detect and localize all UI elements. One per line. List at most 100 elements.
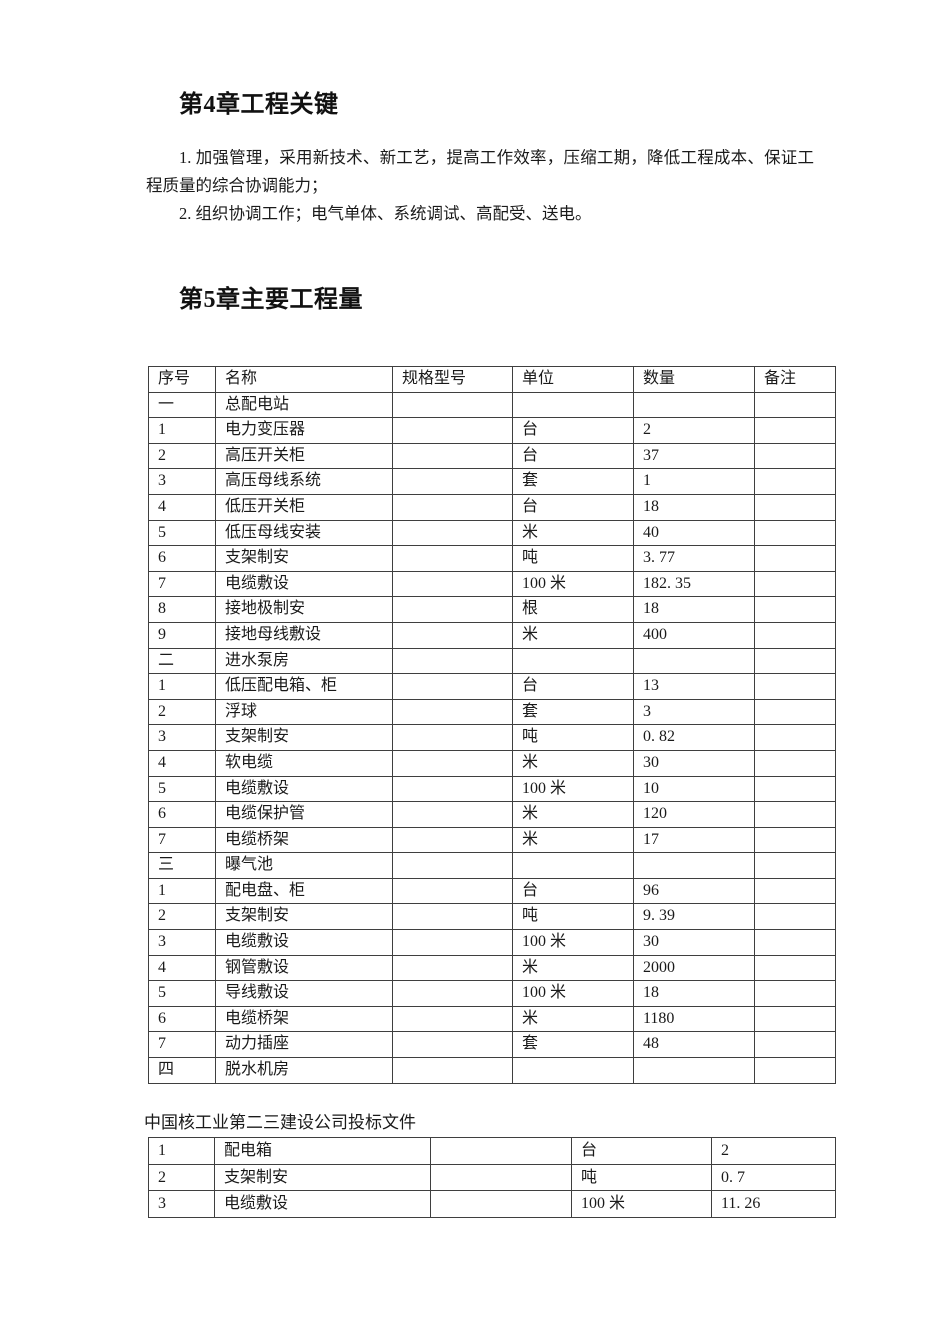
table-cell: 1 [148,1137,215,1165]
table-cell [430,1190,572,1218]
table-cell: 二 [148,647,216,675]
paragraph-2: 2. 组织协调工作；电气单体、系统调试、高配受、送电。 [179,204,592,223]
table-row: 三曝气池 [148,852,836,879]
table-cell: 米 [512,749,634,777]
table-cell: 100 米 [512,929,634,956]
table-cell [392,1031,513,1059]
table-cell [430,1137,572,1165]
table-header: 序号 名称 规格型号 单位 数量 备注 [148,366,836,393]
table-cell [392,596,513,623]
chapter4-heading: 第4章工程关键 [179,92,339,118]
table-cell: 3 [148,1190,215,1218]
table-row: 6 电缆桥架 米 1180 [148,1005,836,1033]
table-cell: 电缆保护管 [215,801,393,828]
table-cell: 3 [148,929,216,956]
table-cell [392,826,513,854]
table-row: 7 动力插座 套 48 [148,1031,836,1059]
table-cell: 低压配电箱、柜 [215,673,393,700]
table-cell: 台 [512,442,634,470]
table-cell: 6 [148,801,216,828]
table-cell: 100 米 [512,980,634,1007]
table-cell: 13 [633,673,755,700]
table-cell: 2 [148,903,216,931]
bid-document-footer: 中国核工业第二三建设公司投标文件 [144,1113,416,1132]
table-cell: 吨 [512,724,634,751]
table-cell: 高压开关柜 [215,442,393,470]
table-row: 2 支架制安 吨 9. 39 [148,903,836,931]
table-cell [754,954,836,982]
table-cell: 5 [148,980,216,1007]
table-header-row: 序号 名称 规格型号 单位 数量 备注 [148,366,836,393]
table-row: 一总配电站 [148,391,836,419]
table-row: 3 电缆敷设 100 米 11. 26 [148,1190,836,1218]
table-cell: 7 [148,570,216,598]
table-cell [754,903,836,931]
table-cell: 吨 [571,1163,712,1192]
table-cell [392,621,513,649]
table-cell [392,877,513,905]
table-cell: 进水泵房 [215,647,393,675]
column-header: 数量 [633,366,755,393]
table-cell [392,852,513,879]
table-cell: 四 [148,1057,216,1084]
table-cell: 总配电站 [215,391,393,419]
table-cell: 接地母线敷设 [215,621,393,649]
table-cell [512,852,634,879]
chapter5-heading: 第5章主要工程量 [179,287,363,313]
table-cell: 18 [633,980,755,1007]
table-cell [754,749,836,777]
table-row: 1 电力变压器 台 2 [148,417,836,444]
table-cell: 台 [512,673,634,700]
table-cell: 9. 39 [633,903,755,931]
table-cell: 动力插座 [215,1031,393,1059]
table-cell: 吨 [512,903,634,931]
table-cell [754,852,836,879]
table-cell: 2 [633,417,755,444]
continuation-table: 1 配电箱台 2 2 支架制安吨 0. 7 3 电缆敷设 100 米 11. 26 [148,1137,836,1218]
table-cell: 4 [148,954,216,982]
column-header: 单位 [512,366,634,393]
table-cell: 7 [148,826,216,854]
table-cell: 台 [512,417,634,444]
table-cell [392,801,513,828]
table-cell: 182. 35 [633,570,755,598]
table-cell: 11. 26 [711,1190,836,1218]
table-cell [754,673,836,700]
table-cell: 1 [148,877,216,905]
table-cell: 2 [148,1163,215,1192]
table-cell: 400 [633,621,755,649]
table-cell [392,493,513,521]
table-cell [754,980,836,1007]
paragraph-1: 1. 加强管理，采用新技术、新工艺，提高工作效率，压缩工期，降低工程成本、保证工… [146,148,814,195]
table-cell [633,647,755,675]
table-cell [392,519,513,547]
table-row: 5 电缆敷设 100 米 10 [148,775,836,803]
table-cell [633,1057,755,1084]
table-cell: 100 米 [512,570,634,598]
table-cell [754,391,836,419]
table-cell [392,417,513,444]
table-row: 2 支架制安 吨 0. 7 [148,1163,836,1192]
table-cell [754,545,836,572]
table-cell [392,775,513,803]
column-header: 序号 [148,366,216,393]
table-cell: 30 [633,929,755,956]
table-row: 6 支架制安 吨 3. 77 [148,545,836,572]
table-cell: 3. 77 [633,545,755,572]
table-cell [392,698,513,726]
table-cell [754,801,836,828]
table-cell [392,647,513,675]
table-cell [392,724,513,751]
table-cell [754,929,836,956]
table-cell [392,468,513,495]
table-cell [754,698,836,726]
table-cell: 配电盘、柜 [215,877,393,905]
table-cell: 脱水机房 [215,1057,393,1084]
table-cell: 18 [633,493,755,521]
table-cell [754,724,836,751]
table-cell: 米 [512,826,634,854]
table-cell: 6 [148,1005,216,1033]
table-cell [754,596,836,623]
table-cell: 0. 82 [633,724,755,751]
table-cell [754,1031,836,1059]
